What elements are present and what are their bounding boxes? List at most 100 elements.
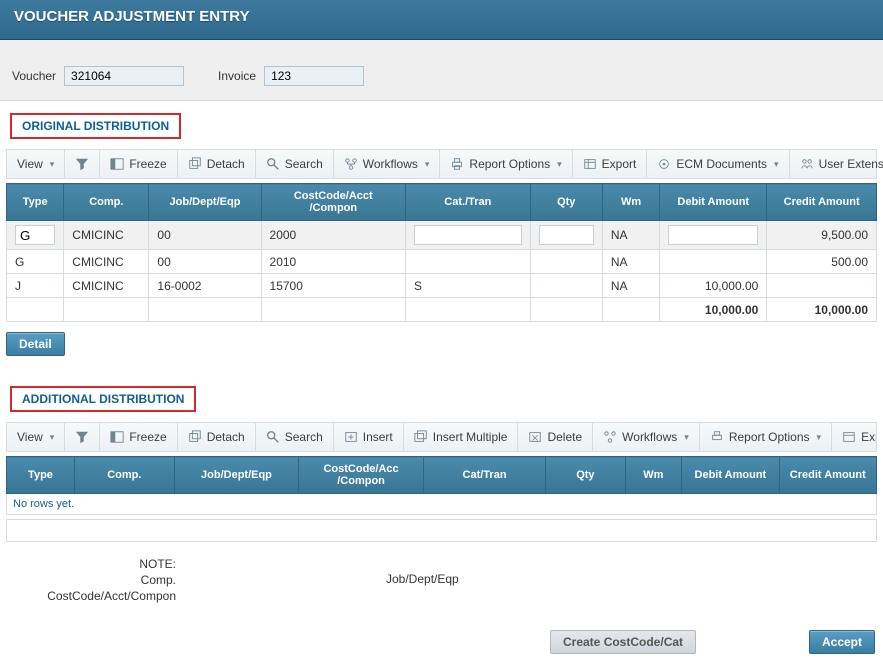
table-cell: NA [602,250,659,274]
detach-icon [188,157,202,171]
detach-button[interactable]: Detach [178,150,256,178]
create-costcode-button[interactable]: Create CostCode/Cat [550,630,696,654]
column-header[interactable]: Wm [602,184,659,221]
view-label: View [17,430,43,444]
cell-input[interactable] [414,225,522,245]
column-header[interactable]: Credit Amount [779,457,876,494]
table-cell [7,298,64,322]
workflows-label: Workflows [622,430,677,444]
original-toolbar: View ▾ Freeze Detach Search Workflows ▾ … [6,149,877,179]
table-cell [530,274,602,298]
table-cell [149,298,261,322]
table-cell: 10,000.00 [767,298,877,322]
column-header[interactable]: CostCode/Acc /Compon [299,457,424,494]
ecm-documents-button[interactable]: ECM Documents ▾ [647,150,789,178]
filter-button[interactable] [65,423,100,451]
additional-totals-row [6,519,877,542]
table-cell: G [7,250,64,274]
workflows-button[interactable]: Workflows ▾ [334,150,441,178]
table-cell [64,298,149,322]
column-header[interactable]: Type [7,184,64,221]
search-button[interactable]: Search [256,423,334,451]
export-label: Export [602,157,637,171]
table-cell: J [7,274,64,298]
insert-multiple-button[interactable]: Insert Multiple [404,423,519,451]
freeze-button[interactable]: Freeze [100,150,177,178]
detail-button[interactable]: Detail [6,332,65,356]
delete-label: Delete [547,430,582,444]
table-cell: S [406,274,531,298]
table-row[interactable]: JCMICINC16-000215700SNA10,000.00 [7,274,877,298]
notes-left: NOTE: Comp. CostCode/Acct/Compon [6,556,176,604]
detach-label: Detach [207,430,245,444]
export-label: Export [861,430,877,444]
table-cell: CMICINC [64,221,149,250]
detach-button[interactable]: Detach [178,423,256,451]
costcode-note-label: CostCode/Acct/Compon [6,588,176,604]
column-header[interactable]: Cat/Tran [423,457,545,494]
table-cell: NA [602,274,659,298]
freeze-label: Freeze [129,430,166,444]
table-cell [406,221,531,250]
column-header[interactable]: Comp. [64,184,149,221]
user-extensions-button[interactable]: User Extensions [790,150,883,178]
table-cell: CMICINC [64,250,149,274]
report-options-button[interactable]: Report Options ▾ [440,150,572,178]
search-label: Search [285,157,323,171]
insert-button[interactable]: Insert [334,423,404,451]
column-header[interactable]: Job/Dept/Eqp [174,457,299,494]
footer-buttons: Create CostCode/Cat Accept [0,630,883,660]
table-cell [261,298,406,322]
freeze-button[interactable]: Freeze [100,423,177,451]
column-header[interactable]: Job/Dept/Eqp [149,184,261,221]
table-cell: 00 [149,221,261,250]
cell-input[interactable] [15,225,55,245]
export-icon [583,157,597,171]
detach-icon [188,430,202,444]
column-header[interactable]: Credit Amount [767,184,877,221]
filter-button[interactable] [65,150,100,178]
delete-button[interactable]: Delete [518,423,593,451]
form-row: Voucher Invoice [12,66,871,86]
table-cell [406,250,531,274]
column-header[interactable]: Qty [530,184,602,221]
note-label: NOTE: [6,556,176,572]
report-options-label: Report Options [469,157,550,171]
accept-button[interactable]: Accept [809,630,875,654]
column-header[interactable]: Qty [546,457,625,494]
table-cell [530,221,602,250]
detach-label: Detach [207,157,245,171]
column-header[interactable]: Wm [625,457,682,494]
column-header[interactable]: CostCode/Acct /Compon [261,184,406,221]
form-area: Voucher Invoice [0,40,883,101]
export-button[interactable]: Export [832,423,877,451]
search-button[interactable]: Search [256,150,334,178]
chevron-down-icon: ▾ [425,159,430,170]
table-cell: 2010 [261,250,406,274]
invoice-input[interactable] [264,66,364,86]
table-cell: 16-0002 [149,274,261,298]
cell-input[interactable] [539,225,594,245]
table-cell: NA [602,221,659,250]
additional-toolbar: View ▾ Freeze Detach Search Insert Inser… [6,422,877,452]
workflows-button[interactable]: Workflows ▾ [593,423,700,451]
column-header[interactable]: Cat./Tran [406,184,531,221]
voucher-input[interactable] [64,66,184,86]
view-menu[interactable]: View ▾ [7,423,65,451]
job-note-label: Job/Dept/Eqp [386,572,459,586]
column-header[interactable]: Type [7,457,75,494]
view-menu[interactable]: View ▾ [7,150,65,178]
report-options-button[interactable]: Report Options ▾ [700,423,832,451]
column-header[interactable]: Debit Amount [682,457,779,494]
user-extensions-icon [800,157,814,171]
column-header[interactable]: Comp. [74,457,174,494]
additional-section-header: ADDITIONAL DISTRIBUTION [10,386,196,412]
export-button[interactable]: Export [573,150,648,178]
chevron-down-icon: ▾ [50,432,55,443]
column-header[interactable]: Debit Amount [660,184,767,221]
table-cell [660,221,767,250]
cell-input[interactable] [668,225,758,245]
table-row[interactable]: GCMICINC002010NA500.00 [7,250,877,274]
table-row[interactable]: CMICINC002000NA9,500.00 [7,221,877,250]
page-title: VOUCHER ADJUSTMENT ENTRY [0,0,883,40]
